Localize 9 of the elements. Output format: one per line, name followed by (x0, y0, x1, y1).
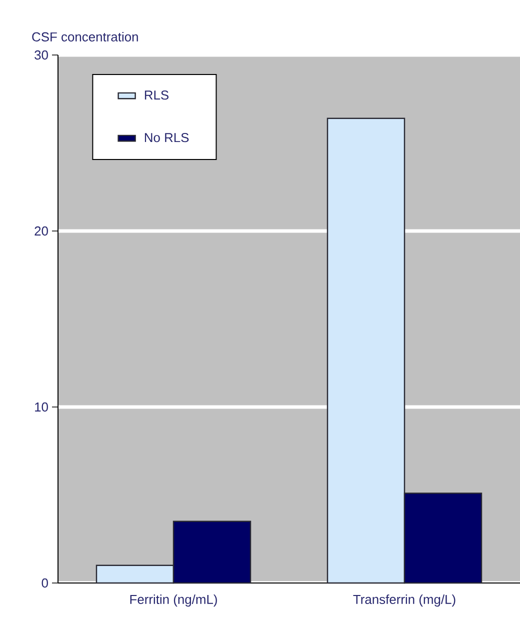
y-axis-title: CSF concentration (32, 32, 138, 42)
legend-label: No RLS (144, 133, 189, 142)
y-tick-label: 10 (35, 402, 48, 412)
x-tick-label: Ferritin (ng/mL) (130, 594, 217, 607)
x-tick-label: Transferrin (mg/L) (353, 594, 456, 607)
legend-label: RLS (144, 90, 168, 100)
y-tick-label: 20 (34, 226, 48, 236)
y-tick-label: 0 (42, 578, 48, 588)
y-tick-label: 30 (34, 50, 48, 60)
